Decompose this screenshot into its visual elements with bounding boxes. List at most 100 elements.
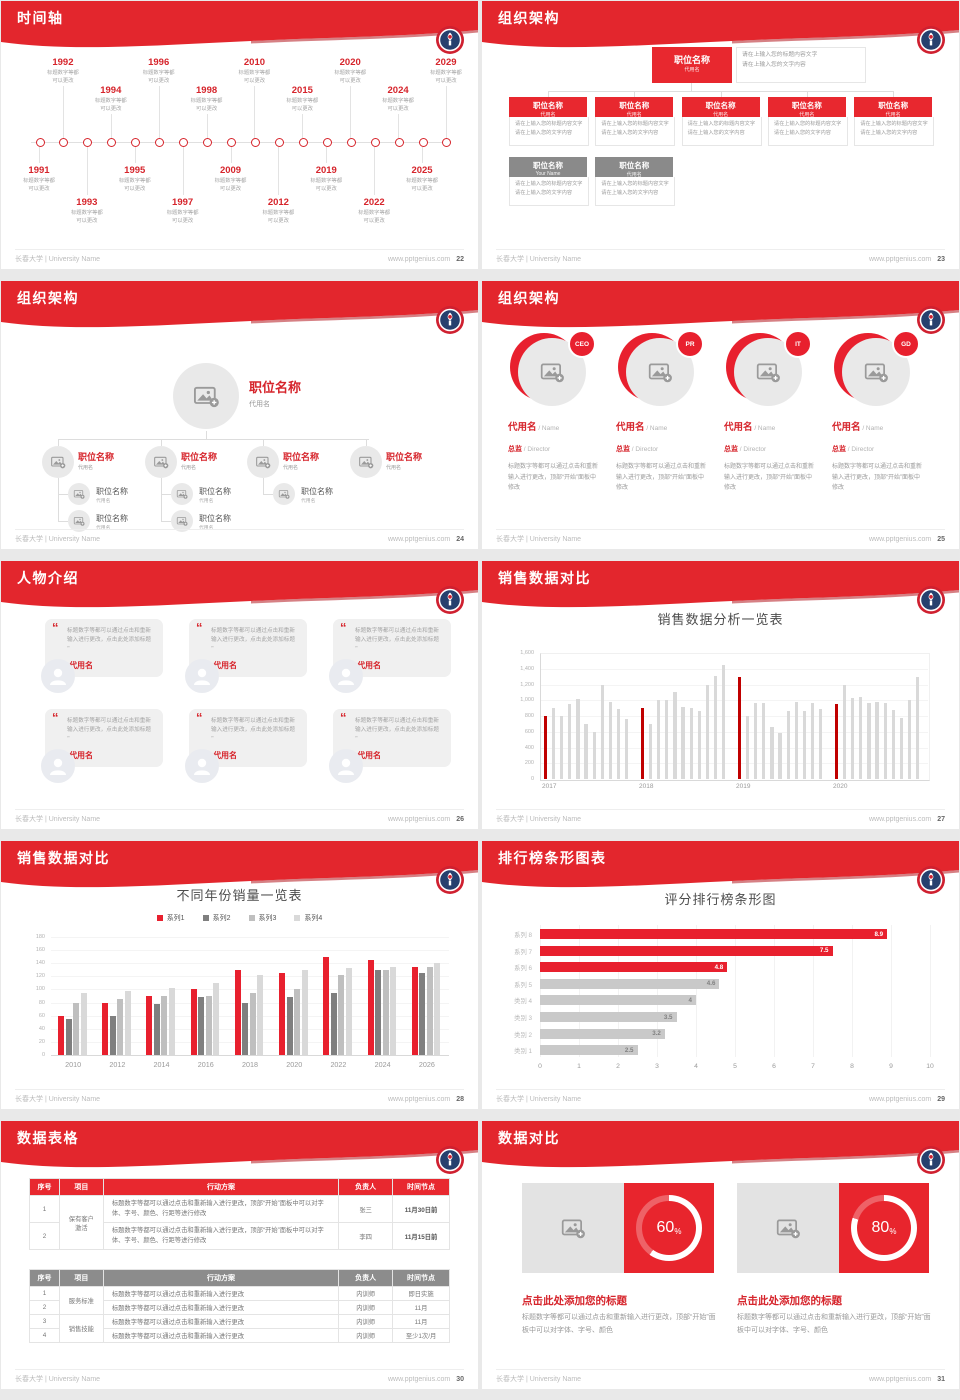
slide-31-data-compare[interactable]: 数据对比 60% 点击此处添加您的标题 标题数字等都可以通过点击和重新输入进行更… (482, 1121, 959, 1389)
chart-bar (818, 708, 823, 779)
open-quote-icon: “ (52, 620, 59, 635)
footer-university: 长春大学 | University Name (496, 816, 582, 823)
timeline-dot (322, 138, 332, 147)
slide-title: 排行榜条形图表 (498, 850, 607, 866)
image-placeholder-icon (561, 1219, 585, 1239)
footer-site: www.pptgenius.com (387, 1376, 451, 1383)
chart-bar (883, 703, 887, 779)
timeline-item: 2019 标题数字等都 可以更改 (310, 165, 343, 192)
org-subnode-photo (68, 483, 90, 505)
slide-footer: 长春大学 | University Name www.pptgenius.com… (15, 1369, 464, 1384)
chart-bar (190, 989, 197, 1055)
chart-bar (665, 700, 669, 779)
compare-panel: 60% (522, 1183, 714, 1273)
chart-bar (153, 1003, 160, 1055)
person-name: 代用名 (213, 751, 237, 760)
chart-bar (746, 716, 750, 779)
slide-26-people-intro[interactable]: 人物介绍 “ 标题数字等都可以通过点击和重新输入进行更改，点击此处添加标题 ” … (1, 561, 478, 829)
chart-bar (705, 684, 709, 779)
image-placeholder-icon (176, 490, 188, 499)
org-node: 职位名称 代用名 请在上输入您的标题内容文字 请在上输入您的文字内容 (595, 97, 676, 146)
chart-bar (249, 992, 256, 1055)
compare-body: 标题数字等都可以通过点击和重新输入进行更改，顶部“开始”面板中可以对字体、字号、… (522, 1314, 716, 1335)
compare-body: 标题数字等都可以通过点击和重新输入进行更改，顶部“开始”面板中可以对字体、字号、… (737, 1314, 931, 1335)
chart-bar (697, 710, 701, 779)
table-row: 1 服务标准 标题数字等都可以通过点击和重新输入进行更改 内训师 即日实施 (29, 1286, 450, 1315)
chart-bar (616, 708, 620, 779)
footer-university: 长春大学 | University Name (15, 816, 101, 823)
avatar (185, 749, 219, 783)
timeline-dot (107, 138, 117, 147)
slide-30-data-tables[interactable]: 数据表格 序号 项目 行动方案 负责人 时间节点 1 保有客户 激活 标题数字等都可以通过点击… (1, 1121, 478, 1389)
image-placeholder-icon (154, 456, 169, 469)
timeline-dot (35, 138, 45, 147)
footer-site: www.pptgenius.com (868, 536, 932, 543)
chart-title: 不同年份销量一览表 (176, 888, 303, 903)
chart-bar (375, 969, 382, 1055)
role-badge: CEO (568, 330, 596, 358)
image-placeholder-icon (864, 363, 888, 383)
timeline-dot (83, 138, 93, 147)
slide-23-org-chart-boxes[interactable]: 组织架构 职位名称 代用名 请在上输入您的标题内容文字 请在上输入您的文字内容 职位… (482, 1, 959, 269)
chart-bar (552, 708, 556, 779)
compare-heading: 点击此处添加您的标题 (737, 1295, 842, 1307)
chart-bar (294, 989, 301, 1055)
image-placeholder-icon (776, 1219, 800, 1239)
quote-card: “ 标题数字等都可以通过点击和重新输入进行更改，点击此处添加标题 ” 代用名 (41, 619, 163, 693)
slide-22-timeline[interactable]: 时间轴 1991 标题数字等都 可以更改 1992 标题数字等都 可以更改 1993… (1, 1, 478, 269)
chart-bar (301, 969, 308, 1055)
slide-title: 人物介绍 (17, 570, 79, 586)
timeline-item: 1995 标题数字等都 可以更改 (118, 165, 151, 192)
quote-card: “ 标题数字等都可以通过点击和重新输入进行更改，点击此处添加标题 ” 代用名 (185, 709, 307, 783)
chart-bar: 4.6 (540, 978, 720, 989)
compare-content: 60% 点击此处添加您的标题 标题数字等都可以通过点击和重新输入进行更改，顶部“… (482, 1121, 959, 1389)
donut-chart: 60% (636, 1195, 702, 1261)
timeline-dot (203, 138, 213, 147)
timeline-item: 1991 标题数字等都 可以更改 (23, 165, 55, 192)
slide-footer: 长春大学 | University Name www.pptgenius.com… (15, 1089, 464, 1104)
table-row: 1 保有客户 激活 标题数字等都可以通过点击和重新输入进行更改，顶部“开始”面板中可… (29, 1194, 450, 1251)
chart-bar (738, 676, 742, 779)
chart-bar (907, 700, 911, 779)
footer-site: www.pptgenius.com (868, 1376, 932, 1383)
slide-title: 时间轴 (17, 10, 64, 26)
timeline-dot (394, 138, 404, 147)
org-node-photo (42, 446, 74, 478)
timeline-content: 1991 标题数字等都 可以更改 1992 标题数字等都 可以更改 1993 标题数字… (1, 1, 478, 269)
slide-27-sales-bar-chart[interactable]: 销售数据对比 销售数据分析一览表 0 200 400 600 800 1,000 1,200… (482, 561, 959, 829)
image-placeholder-icon (540, 363, 564, 383)
chart-bar (689, 708, 693, 779)
timeline-dot (179, 138, 189, 147)
person-icon (338, 758, 354, 775)
university-logo-icon (916, 25, 946, 55)
chart-bar (345, 968, 352, 1055)
page-number: 26 (456, 816, 464, 823)
slide-footer: 长春大学 | University Name www.pptgenius.com… (15, 529, 464, 544)
chart-title: 评分排行榜条形图 (664, 892, 777, 907)
page-number: 31 (937, 1376, 945, 1383)
chart-bar (867, 702, 871, 779)
slide-24-org-chart-photos[interactable]: 组织架构 职位名称 代用名 职位名称 代用名 职位名称 代用名 职位名称 代用名… (1, 281, 478, 549)
chart-bar (778, 732, 782, 779)
chart-bar (576, 698, 580, 779)
chart-bar (205, 996, 212, 1055)
slide-29-ranking-bar-chart[interactable]: 排行榜条形图表 评分排行榜条形图 0 1 2 3 4 5 6 7 8 9 10 系… (482, 841, 959, 1109)
university-logo-icon (435, 585, 465, 615)
chart-bar (568, 704, 572, 779)
chart-bar (891, 709, 895, 779)
chart-bar: 4.8 (540, 962, 728, 973)
person-name: 代用名 (213, 661, 237, 670)
open-quote-icon: “ (340, 710, 347, 725)
footer-university: 长春大学 | University Name (496, 256, 582, 263)
quote-card: “ 标题数字等都可以通过点击和重新输入进行更改，点击此处添加标题 ” 代用名 (329, 619, 451, 693)
university-logo-icon (916, 585, 946, 615)
slide-28-grouped-bar-chart[interactable]: 销售数据对比 不同年份销量一览表 系列1 系列2 系列3 系列4 0 20 40 60 80 10… (1, 841, 478, 1109)
university-logo-icon (435, 1145, 465, 1175)
slide-title: 组织架构 (498, 10, 560, 26)
slide-25-org-roles[interactable]: 组织架构 CEO 代用名 / Name 总监 / Director 标题数字等都… (482, 281, 959, 549)
university-logo-icon (435, 25, 465, 55)
org2-content: 职位名称 代用名 职位名称 代用名 职位名称 代用名 职位名称 代用名 职位名称… (1, 281, 478, 549)
role-badge: IT (784, 330, 812, 358)
slide-footer: 长春大学 | University Name www.pptgenius.com… (496, 529, 945, 544)
timeline-item: 2029 标题数字等都 可以更改 (430, 57, 462, 84)
